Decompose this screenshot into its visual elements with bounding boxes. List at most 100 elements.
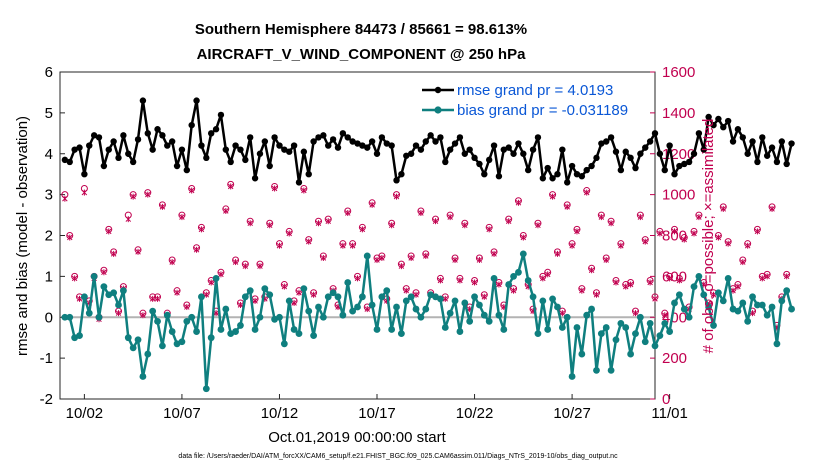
obs-assimilated-point <box>364 306 371 313</box>
obs-assimilated-point <box>188 187 195 194</box>
rmse-point <box>71 146 78 153</box>
rmse-point <box>86 142 93 149</box>
bias-point <box>671 299 678 307</box>
obs-assimilated-point <box>67 234 73 241</box>
bias-point <box>412 305 420 313</box>
rmse-point <box>759 134 766 141</box>
rmse-point <box>656 150 664 157</box>
bias-point <box>549 295 556 303</box>
obs-assimilated-point <box>759 275 766 282</box>
bias-point <box>202 385 210 393</box>
bias-point <box>466 317 474 325</box>
rmse-point <box>603 138 610 145</box>
bias-point <box>368 301 376 309</box>
rmse-point <box>637 150 644 157</box>
bias-point <box>334 293 342 301</box>
obs-assimilated-point <box>110 250 117 257</box>
obs-assimilated-point <box>618 242 624 249</box>
bias-line <box>64 252 793 391</box>
rmse-point <box>495 173 503 180</box>
obs-assimilated-point <box>227 183 234 190</box>
rmse-point <box>242 156 249 164</box>
bias-point <box>700 291 708 299</box>
obs-assimilated-point <box>613 279 619 286</box>
bias-point <box>451 297 459 305</box>
obs-assimilated-point <box>218 271 224 278</box>
bias-point <box>510 272 517 280</box>
bias-point <box>554 303 561 311</box>
bias-point <box>358 293 366 301</box>
obs-assimilated-point <box>349 242 356 249</box>
rmse-point <box>617 166 625 174</box>
bias-point <box>680 305 688 313</box>
obs-assimilated-point <box>496 281 502 288</box>
bias-point <box>100 283 108 290</box>
obs-assimilated-point <box>301 187 307 194</box>
rmse-point <box>510 150 517 157</box>
bias-point <box>773 340 781 348</box>
bias-point <box>319 313 327 321</box>
x-axis: 10/02 10/07 10/12 10/17 10/22 10/27 11/01 <box>66 394 688 422</box>
rmse-point <box>139 97 147 104</box>
rmse-point <box>715 115 722 123</box>
obs-assimilated-point <box>271 185 278 192</box>
obs-assimilated-point <box>140 312 146 319</box>
obs-assimilated-point <box>344 210 351 217</box>
rmse-point <box>149 146 156 153</box>
bias-point <box>276 313 283 321</box>
obs-assimilated-point <box>403 287 410 294</box>
rmse-point <box>378 134 386 141</box>
obs-assimilated-point <box>559 310 566 317</box>
obs-assimilated-point <box>471 279 478 286</box>
rmse-point <box>627 154 634 162</box>
bias-point <box>495 311 503 319</box>
rmse-point <box>168 138 176 145</box>
y-right-tick-label: 600 <box>662 268 687 285</box>
bias-point <box>778 297 786 305</box>
y-left-tick-label: 3 <box>45 187 53 204</box>
legend-box <box>418 78 650 126</box>
bias-point <box>749 293 756 301</box>
rmse-point <box>505 144 512 151</box>
bias-point <box>563 313 571 321</box>
rmse-point <box>383 140 390 147</box>
bias-point <box>168 328 176 335</box>
bias-point <box>768 303 776 311</box>
obs-assimilated-point <box>769 205 775 212</box>
rmse-point <box>266 162 273 170</box>
rmse-point <box>334 144 342 151</box>
rmse-point <box>125 150 132 157</box>
rmse-point <box>344 134 351 141</box>
y-right-tick-label: 200 <box>662 350 687 367</box>
bias-point <box>198 293 205 301</box>
bias-point <box>602 324 610 331</box>
obs-assimilated-point <box>418 210 424 217</box>
obs-assimilated-point <box>115 310 122 317</box>
rmse-point <box>100 162 108 170</box>
obs-assimilated-point <box>208 279 214 286</box>
bias-point <box>471 293 478 301</box>
rmse-point <box>490 142 498 149</box>
obs-assimilated-point <box>715 234 722 241</box>
bias-point <box>207 334 215 342</box>
rmse-point <box>690 150 698 157</box>
obs-assimilated-point <box>374 257 380 264</box>
rmse-point <box>315 134 322 141</box>
obs-assimilated-point <box>315 220 322 227</box>
rmse-point <box>778 138 786 145</box>
bias-point <box>246 287 254 295</box>
y-left-tick-label: -2 <box>40 391 53 408</box>
rmse-point <box>622 148 629 155</box>
rmse-point <box>115 154 122 162</box>
x-tick-label: 10/12 <box>261 405 299 422</box>
obs-assimilated-point <box>457 277 463 284</box>
bias-point <box>212 275 220 282</box>
obs-assimilated-point <box>71 275 78 282</box>
obs-assimilated-point <box>359 226 366 233</box>
rmse-point <box>105 146 112 153</box>
obs-assimilated-point <box>310 291 317 298</box>
obs-assimilated-point <box>398 263 405 270</box>
obs-assimilated-point <box>505 218 512 225</box>
bias-point <box>666 328 674 335</box>
obs-assimilated-point <box>393 193 400 200</box>
